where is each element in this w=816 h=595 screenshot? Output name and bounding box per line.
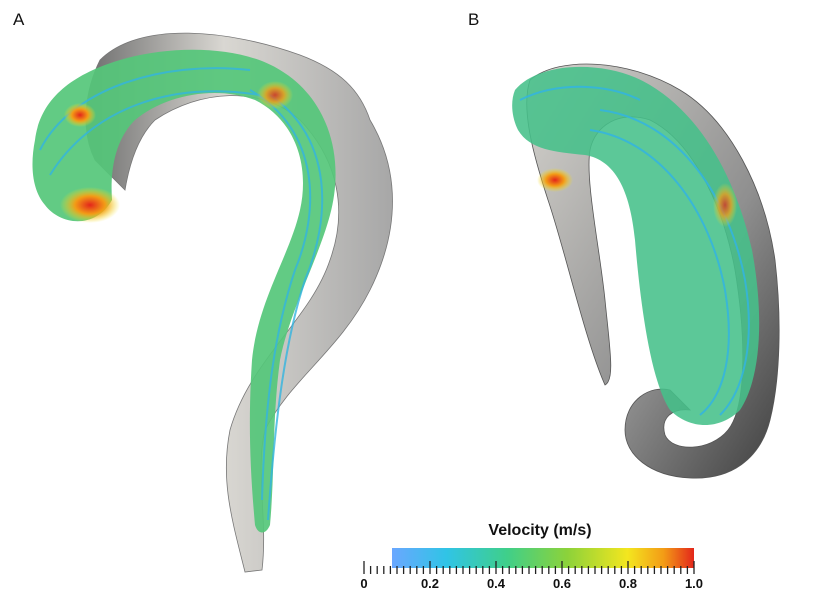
flow-streaks-a [39,67,324,521]
flow-band-a [32,49,336,533]
legend-colorbar [392,548,694,568]
velocity-hotspot-a3 [257,81,293,109]
flow-streaks-b [519,85,750,416]
panel-b-aorta [512,63,780,479]
legend-tick-label: 0.2 [420,576,440,591]
velocity-hotspot-a1 [60,187,120,223]
velocity-hotspot-a2 [64,103,96,127]
legend-tick-label: 0 [360,576,368,591]
legend-tick-label: 0.8 [618,576,638,591]
panel-a-aorta [32,32,393,573]
legend-tick-label: 0.4 [486,576,506,591]
velocity-hotspot-b1 [537,168,573,192]
legend-ticks [363,561,695,574]
panel-a-label: A [13,10,25,29]
velocity-legend [363,548,695,574]
legend-tick-label: 0.6 [552,576,572,591]
panel-b-label: B [468,10,480,29]
velocity-hotspot-b2 [713,183,737,227]
legend-tick-label: 1.0 [684,576,704,591]
flow-band-b [512,66,760,425]
legend-title: Velocity (m/s) [488,522,592,539]
